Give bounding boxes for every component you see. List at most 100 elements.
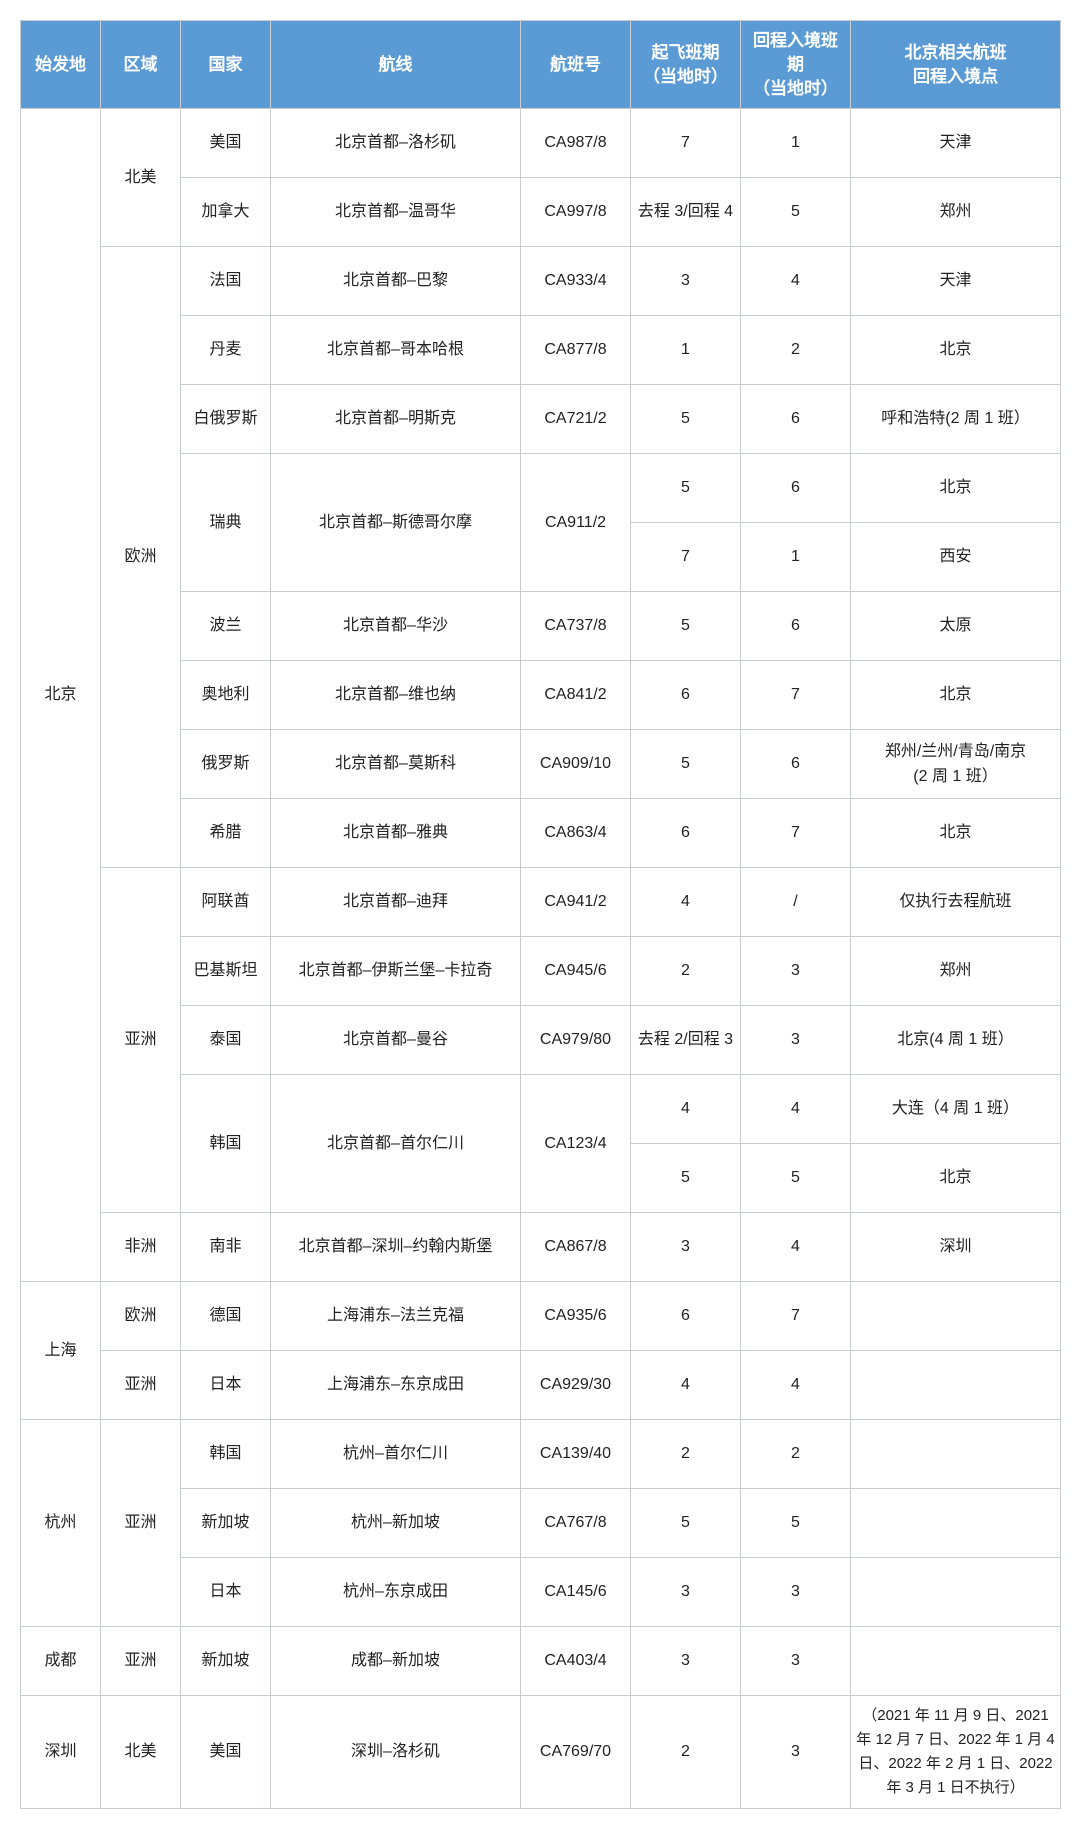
cell-entry: 太原 (851, 592, 1061, 661)
cell-origin: 成都 (21, 1627, 101, 1696)
cell-route: 北京首都–深圳–约翰内斯堡 (271, 1213, 521, 1282)
cell-ret: 7 (741, 1282, 851, 1351)
cell-country: 南非 (181, 1213, 271, 1282)
table-header: 始发地 区域 国家 航线 航班号 起飞班期（当地时） 回程入境班期（当地时） 北… (21, 21, 1061, 109)
cell-route: 北京首都–首尔仁川 (271, 1075, 521, 1213)
cell-ret: 3 (741, 1558, 851, 1627)
cell-entry: 天津 (851, 109, 1061, 178)
cell-entry: 仅执行去程航班 (851, 868, 1061, 937)
cell-ret: 5 (741, 178, 851, 247)
cell-dep: 1 (631, 316, 741, 385)
cell-ret: 4 (741, 1075, 851, 1144)
cell-dep: 2 (631, 937, 741, 1006)
cell-region: 欧洲 (101, 247, 181, 868)
cell-route: 成都–新加坡 (271, 1627, 521, 1696)
cell-flight: CA403/4 (521, 1627, 631, 1696)
cell-country: 丹麦 (181, 316, 271, 385)
cell-flight: CA841/2 (521, 661, 631, 730)
cell-route: 北京首都–洛杉矶 (271, 109, 521, 178)
cell-region: 亚洲 (101, 868, 181, 1213)
cell-ret: 7 (741, 799, 851, 868)
cell-dep: 5 (631, 592, 741, 661)
cell-ret: 3 (741, 1627, 851, 1696)
cell-country: 阿联酋 (181, 868, 271, 937)
cell-origin: 北京 (21, 109, 101, 1282)
table-row: 欧洲 法国 北京首都–巴黎 CA933/4 3 4 天津 (21, 247, 1061, 316)
cell-region: 北美 (101, 1696, 181, 1809)
cell-region: 北美 (101, 109, 181, 247)
th-dep-schedule: 起飞班期（当地时） (631, 21, 741, 109)
table-body: 北京 北美 美国 北京首都–洛杉矶 CA987/8 7 1 天津 加拿大 北京首… (21, 109, 1061, 1809)
th-flight-no: 航班号 (521, 21, 631, 109)
cell-dep: 去程 2/回程 3 (631, 1006, 741, 1075)
cell-ret: 4 (741, 247, 851, 316)
table-row: 非洲 南非 北京首都–深圳–约翰内斯堡 CA867/8 3 4 深圳 (21, 1213, 1061, 1282)
cell-entry: 深圳 (851, 1213, 1061, 1282)
cell-route: 上海浦东–东京成田 (271, 1351, 521, 1420)
cell-dep: 7 (631, 523, 741, 592)
cell-route: 深圳–洛杉矶 (271, 1696, 521, 1809)
cell-dep: 6 (631, 661, 741, 730)
cell-ret: 3 (741, 1696, 851, 1809)
th-entry-point: 北京相关航班回程入境点 (851, 21, 1061, 109)
cell-ret: 4 (741, 1213, 851, 1282)
cell-flight: CA867/8 (521, 1213, 631, 1282)
cell-entry: 呼和浩特(2 周 1 班） (851, 385, 1061, 454)
cell-region: 亚洲 (101, 1351, 181, 1420)
cell-route: 北京首都–曼谷 (271, 1006, 521, 1075)
cell-ret: / (741, 868, 851, 937)
cell-flight: CA979/80 (521, 1006, 631, 1075)
cell-country: 新加坡 (181, 1627, 271, 1696)
cell-ret: 6 (741, 592, 851, 661)
cell-flight: CA911/2 (521, 454, 631, 592)
cell-ret: 7 (741, 661, 851, 730)
cell-flight: CA721/2 (521, 385, 631, 454)
cell-dep: 5 (631, 454, 741, 523)
cell-region: 亚洲 (101, 1627, 181, 1696)
cell-route: 北京首都–明斯克 (271, 385, 521, 454)
cell-flight: CA933/4 (521, 247, 631, 316)
cell-dep: 7 (631, 109, 741, 178)
cell-entry (851, 1627, 1061, 1696)
cell-ret: 5 (741, 1489, 851, 1558)
cell-ret: 5 (741, 1144, 851, 1213)
cell-entry: 郑州 (851, 937, 1061, 1006)
cell-entry (851, 1489, 1061, 1558)
cell-ret: 2 (741, 1420, 851, 1489)
cell-country: 法国 (181, 247, 271, 316)
cell-region: 欧洲 (101, 1282, 181, 1351)
cell-route: 杭州–新加坡 (271, 1489, 521, 1558)
cell-entry: 西安 (851, 523, 1061, 592)
cell-entry: 郑州/兰州/青岛/南京(2 周 1 班） (851, 730, 1061, 799)
cell-ret: 1 (741, 523, 851, 592)
cell-entry: 北京 (851, 454, 1061, 523)
th-route: 航线 (271, 21, 521, 109)
cell-dep: 5 (631, 385, 741, 454)
cell-dep: 4 (631, 1351, 741, 1420)
cell-flight: CA145/6 (521, 1558, 631, 1627)
cell-route: 北京首都–温哥华 (271, 178, 521, 247)
cell-country: 巴基斯坦 (181, 937, 271, 1006)
cell-dep: 6 (631, 1282, 741, 1351)
cell-entry: 北京 (851, 1144, 1061, 1213)
table-row: 亚洲 阿联酋 北京首都–迪拜 CA941/2 4 / 仅执行去程航班 (21, 868, 1061, 937)
cell-flight: CA987/8 (521, 109, 631, 178)
cell-origin: 杭州 (21, 1420, 101, 1627)
cell-ret: 4 (741, 1351, 851, 1420)
cell-dep: 6 (631, 799, 741, 868)
cell-flight: CA139/40 (521, 1420, 631, 1489)
cell-route: 北京首都–哥本哈根 (271, 316, 521, 385)
cell-country: 日本 (181, 1351, 271, 1420)
cell-flight: CA997/8 (521, 178, 631, 247)
cell-flight: CA909/10 (521, 730, 631, 799)
cell-dep: 5 (631, 730, 741, 799)
cell-route: 北京首都–巴黎 (271, 247, 521, 316)
cell-flight: CA941/2 (521, 868, 631, 937)
cell-flight: CA877/8 (521, 316, 631, 385)
cell-country: 瑞典 (181, 454, 271, 592)
cell-region: 非洲 (101, 1213, 181, 1282)
cell-entry: 大连（4 周 1 班） (851, 1075, 1061, 1144)
cell-entry: 北京 (851, 799, 1061, 868)
cell-ret: 1 (741, 109, 851, 178)
cell-ret: 3 (741, 937, 851, 1006)
